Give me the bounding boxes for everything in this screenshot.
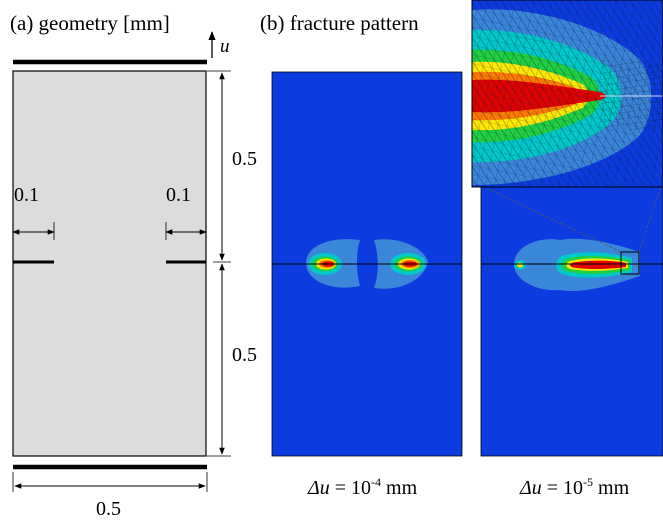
inset-frame [471,0,663,188]
field-left [271,71,463,457]
zoom-box [620,251,640,275]
lower-height-label: 0.5 [232,344,257,366]
width-label: 0.5 [96,498,121,520]
right-field-small-zone-core [517,262,523,268]
displacement-label: u [220,36,230,57]
right-notch-label: 0.1 [166,184,191,206]
right-field-band-red [570,260,626,269]
caption-left: Δu = 10-4 mm [307,475,418,499]
caption-right: Δu = 10-5 mm [519,475,630,499]
left-notch-label: 0.1 [14,184,39,206]
caption-left-prefix: Δu [307,477,330,499]
upper-height-label: 0.5 [232,148,257,170]
panel-b-title: (b) fracture pattern [260,11,419,35]
panel-b-fracture: (b) fracture pattern [260,0,663,499]
caption-right-unit: mm [593,477,630,499]
zoom-inset [472,0,663,187]
panel-a-geometry: (a) geometry [mm] u 0.1 0.1 0.5 0.5 0.5 [10,11,257,520]
caption-right-prefix: Δu [519,477,542,499]
caption-right-mid: = 10 [542,477,583,499]
zoom-lead-right [638,187,661,253]
panel-a-title: (a) geometry [mm] [10,11,170,35]
inset-mesh-fine [600,60,663,130]
caption-left-mid: = 10 [330,477,371,499]
caption-right-exponent: -5 [583,475,593,489]
field-right [480,139,663,457]
caption-left-exponent: -4 [371,475,381,489]
field-right-background [480,139,663,457]
caption-left-unit: mm [381,477,418,499]
